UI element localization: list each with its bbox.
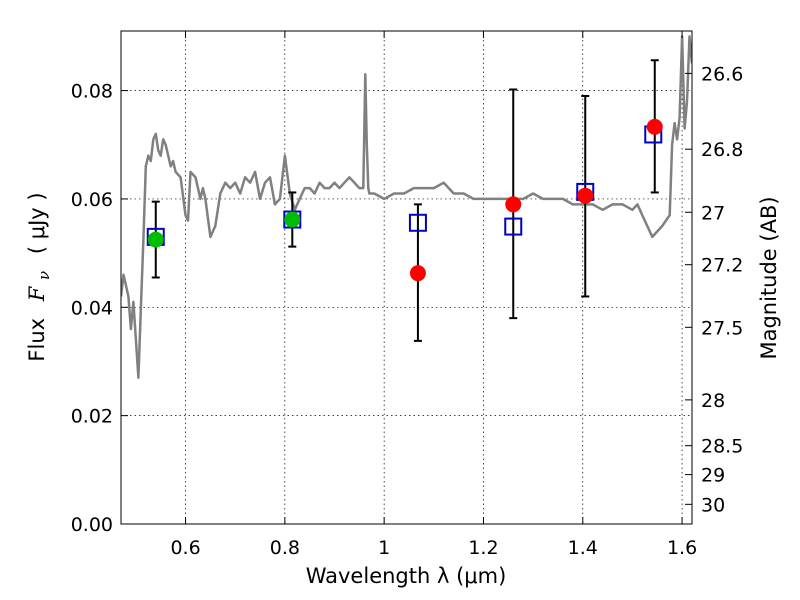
ticks: 0.6 0.8 1 1.2 1.4 1.6 0.00 0.02 0.04 0.06 0.08 26.6… — [71, 31, 743, 559]
mag-tick-label: 28.5 — [701, 436, 743, 458]
y-tick-label: 0.04 — [71, 297, 113, 319]
markers — [146, 118, 663, 282]
mag-tick-label: 30 — [701, 494, 725, 516]
x-tick-label: 0.8 — [270, 537, 300, 559]
model-sed-layer — [121, 35, 692, 379]
x-tick-label: 0.6 — [170, 537, 200, 559]
y-axis-label: Flux F ν ( μJy ) — [25, 192, 54, 361]
mag-tick-label: 29 — [701, 465, 725, 487]
plot-frame — [120, 30, 693, 525]
mag-tick-label: 27.5 — [701, 317, 743, 339]
observed-point-red — [505, 196, 522, 213]
model-photometry-square — [504, 217, 523, 236]
x-tick-label: 1.6 — [667, 537, 697, 559]
mag-tick-label: 28 — [701, 390, 725, 412]
mag-tick-label: 27.2 — [701, 255, 743, 277]
right-axis-label: Magnitude (AB) — [757, 196, 781, 359]
y-axis-label-flux: Flux — [25, 318, 49, 362]
y-tick-label: 0.06 — [71, 189, 113, 211]
y-tick-label: 0.00 — [71, 514, 113, 536]
y-axis-label-unit: ( μJy ) — [25, 192, 49, 254]
y-tick-label: 0.02 — [71, 406, 113, 428]
observed-point-red — [577, 187, 594, 204]
x-axis-label: Wavelength λ (μm) — [306, 564, 507, 588]
observed-point-red — [646, 118, 663, 135]
model-sed-line — [121, 35, 692, 379]
grid — [121, 31, 692, 524]
mag-tick-label: 26.8 — [701, 139, 743, 161]
mag-tick-label: 27 — [701, 202, 725, 224]
x-tick-label: 1.4 — [568, 537, 598, 559]
x-tick-label: 1.2 — [468, 537, 498, 559]
y-tick-label: 0.08 — [71, 81, 113, 103]
y-axis-label-subscript: ν — [35, 271, 53, 280]
observed-point-green — [284, 211, 301, 228]
mag-tick-label: 26.6 — [701, 63, 743, 85]
observed-point-red — [409, 265, 426, 282]
x-tick-label: 1 — [378, 537, 390, 559]
observed-point-green — [147, 231, 164, 248]
y-axis-label-symbol: F — [25, 285, 49, 302]
model-photometry-square — [408, 213, 427, 232]
svg-text:Flux F ν ( μ: Flux F ν ( μJy ) — [25, 192, 54, 361]
